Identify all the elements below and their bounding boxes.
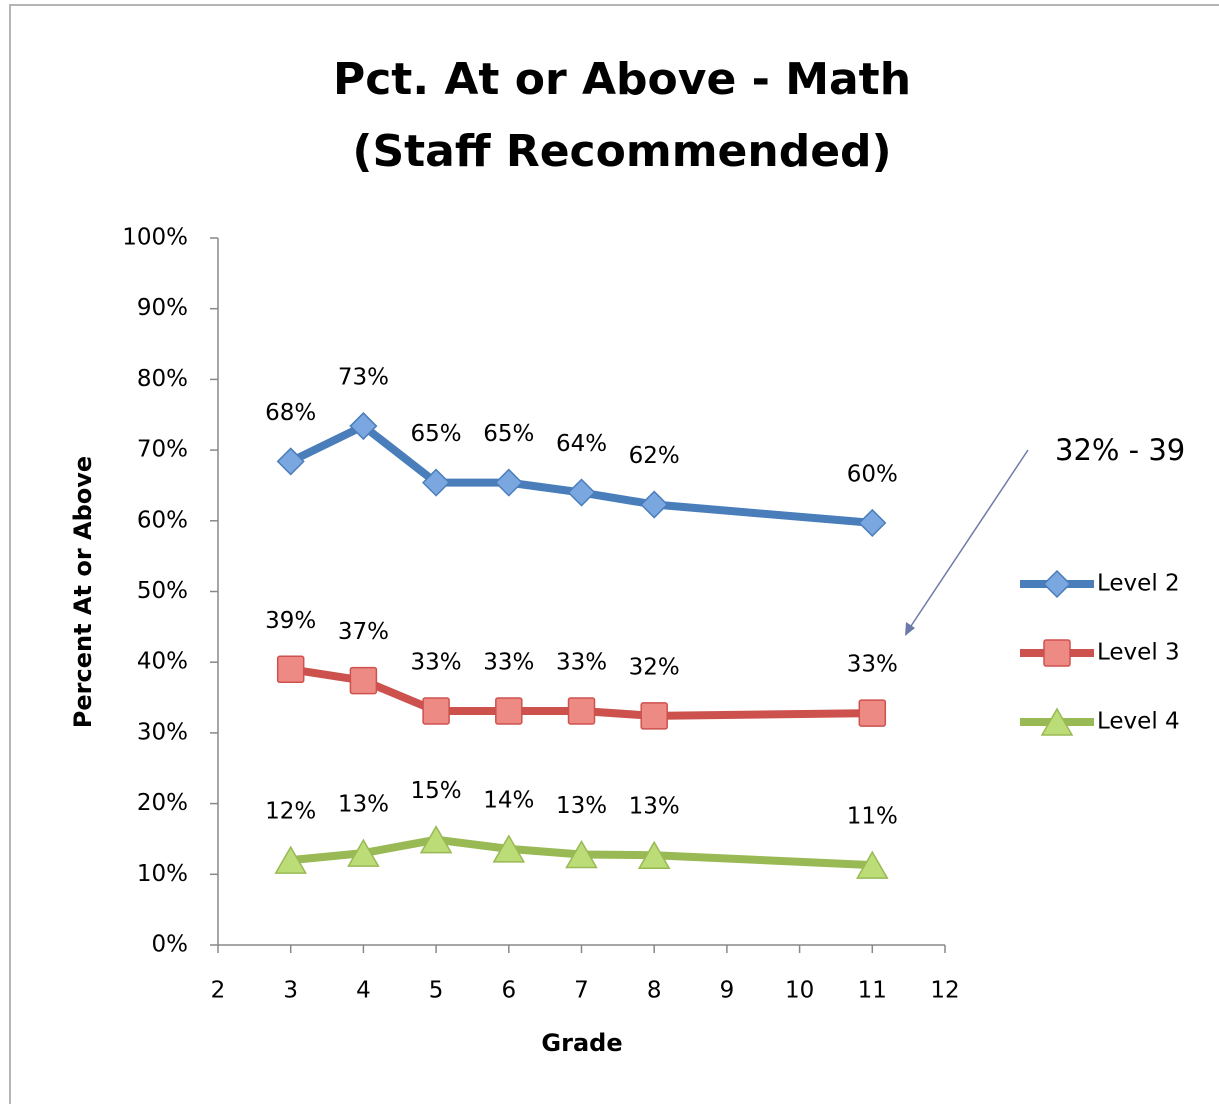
x-tick-label: 6	[501, 978, 516, 1004]
data-label: 68%	[265, 400, 316, 426]
annotation-arrowhead	[905, 622, 915, 636]
data-point	[422, 697, 450, 725]
data-point	[494, 468, 523, 497]
x-tick-label: 4	[356, 978, 371, 1004]
data-label: 15%	[411, 778, 462, 804]
data-label: 12%	[265, 799, 316, 825]
data-label: 33%	[556, 649, 607, 675]
legend-label: Level 3	[1097, 640, 1180, 666]
data-label: 64%	[556, 431, 607, 457]
x-tick-label: 10	[785, 978, 814, 1004]
chart-title: Pct. At or Above - Math	[333, 54, 911, 105]
x-axis-label: Grade	[541, 1029, 622, 1057]
legend-label: Level 2	[1097, 571, 1180, 597]
data-point	[565, 840, 598, 869]
data-label: 13%	[338, 792, 389, 818]
data-label: 32%	[629, 654, 680, 680]
annotation-arrow	[906, 449, 1029, 633]
data-label: 13%	[556, 793, 607, 819]
data-point	[567, 478, 596, 507]
data-point	[858, 699, 887, 727]
data-point	[349, 666, 378, 695]
data-point	[640, 490, 669, 519]
data-point	[349, 412, 378, 441]
legend-label: Level 4	[1097, 709, 1180, 735]
data-label: 33%	[847, 652, 898, 678]
data-label: 14%	[483, 787, 534, 813]
y-tick-label: 80%	[137, 366, 188, 392]
data-label: 65%	[411, 421, 462, 447]
data-label: 62%	[629, 443, 680, 469]
y-tick-label: 70%	[137, 437, 188, 463]
data-label: 11%	[847, 804, 898, 830]
x-tick-label: 5	[429, 978, 444, 1004]
y-tick-label: 20%	[137, 790, 188, 816]
data-point	[419, 825, 453, 854]
data-point	[858, 508, 887, 537]
data-point	[640, 702, 668, 730]
data-point	[495, 697, 523, 725]
y-tick-label: 100%	[122, 225, 188, 251]
chart-frame	[9, 4, 1219, 1104]
data-point	[274, 845, 307, 874]
data-point	[422, 468, 451, 497]
data-label: 73%	[338, 365, 389, 391]
annotation: 32% - 39	[1055, 433, 1185, 467]
legend-marker	[1043, 639, 1071, 667]
data-point	[637, 840, 671, 869]
x-tick-label: 8	[647, 978, 662, 1004]
y-tick-label: 30%	[137, 719, 188, 745]
x-tick-label: 9	[720, 978, 735, 1004]
data-point	[347, 838, 380, 867]
x-tick-label: 2	[211, 978, 226, 1004]
data-label: 65%	[483, 421, 534, 447]
chart-title: (Staff Recommended)	[352, 126, 891, 177]
y-tick-label: 90%	[137, 295, 188, 321]
data-point	[567, 697, 596, 725]
legend-marker	[1042, 569, 1072, 599]
x-tick-label: 12	[930, 978, 959, 1004]
x-tick-label: 3	[283, 978, 298, 1004]
legend-marker	[1040, 707, 1074, 736]
y-tick-label: 40%	[137, 649, 188, 675]
data-label: 33%	[483, 649, 534, 675]
data-point	[276, 655, 305, 684]
data-label: 60%	[847, 461, 898, 487]
y-tick-label: 10%	[137, 861, 188, 887]
data-label: 33%	[411, 649, 462, 675]
data-point	[856, 850, 889, 879]
y-tick-label: 50%	[137, 578, 188, 604]
data-label: 13%	[629, 794, 680, 820]
x-tick-label: 11	[858, 978, 887, 1004]
y-tick-label: 0%	[152, 932, 189, 958]
y-tick-label: 60%	[137, 507, 188, 533]
y-axis-label: Percent At or Above	[69, 456, 97, 728]
data-point	[492, 834, 526, 863]
data-label: 39%	[265, 608, 316, 634]
data-point	[276, 447, 305, 476]
x-tick-label: 7	[574, 978, 589, 1004]
data-label: 37%	[338, 619, 389, 645]
